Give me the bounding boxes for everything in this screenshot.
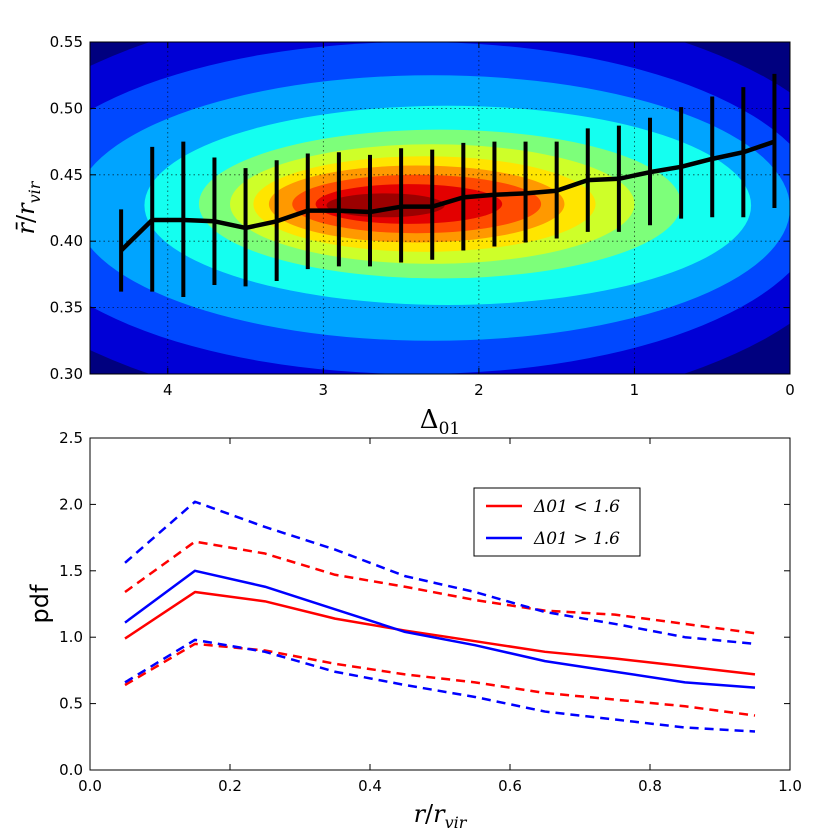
bottom-x-tick-label-2: 0.4 bbox=[358, 777, 382, 795]
top-x-tick-label-3: 1 bbox=[630, 381, 640, 399]
top-y-tick-label-5: 0.55 bbox=[50, 33, 83, 51]
legend-label-red: Δ01 < 1.6 bbox=[533, 497, 620, 517]
bottom-y-tick-label-2: 1.0 bbox=[59, 628, 83, 646]
series-line-blue-mean bbox=[124, 569, 756, 689]
top-y-axis-title: r̄/rvir bbox=[12, 180, 44, 234]
top-x-axis-title: Δ01 bbox=[420, 405, 460, 439]
series-line-red-lower bbox=[124, 642, 756, 717]
bottom-x-ticks: 0.0 0.2 0.4 0.6 0.8 1.0 bbox=[78, 438, 802, 795]
bottom-y-ticks: 0.0 0.5 1.0 1.5 2.0 2.5 bbox=[59, 429, 790, 779]
bottom-y-tick-label-5: 2.5 bbox=[59, 429, 83, 447]
bottom-y-tick-label-0: 0.0 bbox=[59, 761, 83, 779]
top-y-ticks: 0.30 0.35 0.40 0.45 0.50 0.55 bbox=[50, 33, 790, 383]
bottom-x-tick-label-5: 1.0 bbox=[778, 777, 802, 795]
bottom-y-tick-label-4: 2.0 bbox=[59, 495, 83, 513]
top-y-tick-label-3: 0.45 bbox=[50, 166, 83, 184]
series-line-blue-upper bbox=[124, 500, 756, 646]
pdf-lines bbox=[124, 500, 756, 733]
density-contours bbox=[90, 42, 790, 374]
bottom-x-tick-label-4: 0.8 bbox=[638, 777, 662, 795]
top-y-tick-label-0: 0.30 bbox=[50, 365, 83, 383]
errorbar-series bbox=[119, 73, 777, 297]
bottom-y-tick-label-1: 0.5 bbox=[59, 695, 83, 713]
top-x-tick-label-4: 0 bbox=[785, 381, 795, 399]
top-y-tick-label-1: 0.35 bbox=[50, 299, 83, 317]
top-x-tick-label-0: 4 bbox=[163, 381, 173, 399]
top-y-tick-label-4: 0.50 bbox=[50, 99, 83, 117]
legend: Δ01 < 1.6 Δ01 > 1.6 bbox=[473, 487, 641, 557]
bottom-panel: 0.0 0.2 0.4 0.6 0.8 1.0 0.0 0.5 1.0 1.5 2.0 2.5 r/… bbox=[26, 429, 802, 830]
bottom-x-tick-label-3: 0.6 bbox=[498, 777, 522, 795]
series-line-red-upper bbox=[124, 540, 756, 635]
bottom-x-tick-label-1: 0.2 bbox=[218, 777, 242, 795]
top-y-tick-label-2: 0.40 bbox=[50, 232, 83, 250]
bottom-y-axis-title: pdf bbox=[26, 584, 54, 623]
top-x-tick-label-2: 2 bbox=[474, 381, 484, 399]
top-panel: 4 3 2 1 0 0.30 0.35 0.40 0.45 0.50 0.55 Δ01 r̄/rv… bbox=[12, 33, 795, 439]
top-plot-frame bbox=[89, 41, 791, 375]
bottom-plot-frame bbox=[89, 437, 791, 771]
bottom-y-tick-label-3: 1.5 bbox=[59, 562, 83, 580]
mean-line bbox=[119, 139, 776, 253]
top-x-ticks: 4 3 2 1 0 bbox=[163, 42, 795, 399]
series-line-red-mean bbox=[124, 590, 756, 676]
series-line-blue-lower bbox=[124, 638, 756, 733]
legend-label-blue: Δ01 > 1.6 bbox=[533, 529, 620, 549]
bottom-x-tick-label-0: 0.0 bbox=[78, 777, 102, 795]
bottom-x-axis-title: r/rvir bbox=[414, 800, 468, 830]
legend-box bbox=[473, 487, 641, 557]
top-x-tick-label-1: 3 bbox=[319, 381, 329, 399]
